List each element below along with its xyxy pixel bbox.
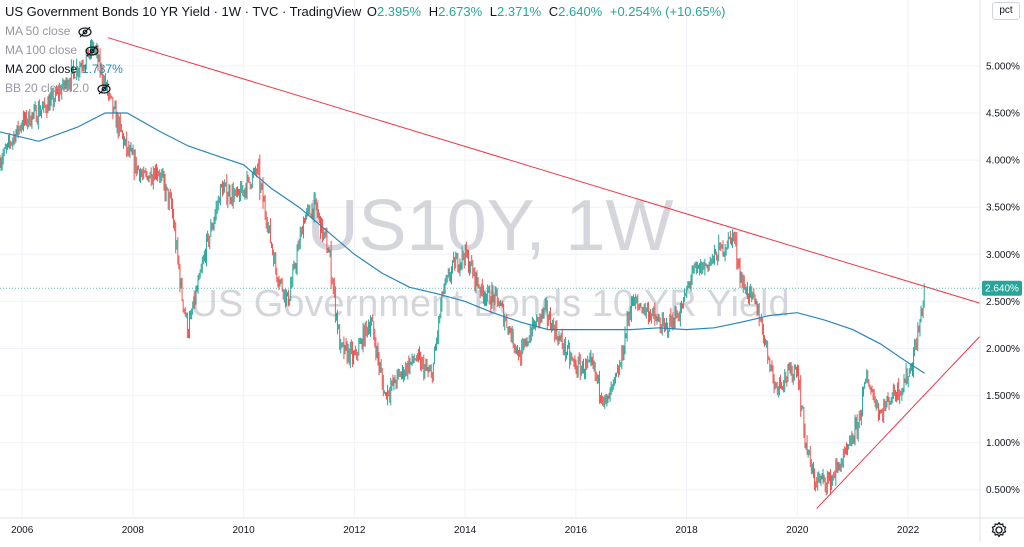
close-key: C xyxy=(548,4,559,19)
chart-legend: US Government Bonds 10 YR Yield · 1W · T… xyxy=(5,2,726,98)
indicator-label: BB 20 close 2.0 xyxy=(5,81,90,95)
time-scale[interactable]: 2006 2008 2010 2012 2014 2016 2018 2020 2022 xyxy=(11,525,920,536)
indicator-bb[interactable]: BB 20 close 2.0 xyxy=(5,79,726,98)
indicator-label: MA 100 close xyxy=(5,43,78,57)
high-key: H xyxy=(428,4,439,19)
eye-hidden-icon[interactable] xyxy=(97,83,111,95)
indicator-value: 1.737% xyxy=(82,62,123,76)
y-tick-label: 1.500% xyxy=(986,391,1020,402)
price-scale[interactable]: 0.500% 1.000% 1.500% 2.000% 2.500% 3.000% 3.50… xyxy=(986,61,1020,496)
x-tick-label: 2010 xyxy=(232,525,255,536)
x-tick-label: 2008 xyxy=(122,525,145,536)
symbol-legend[interactable]: US Government Bonds 10 YR Yield · 1W · T… xyxy=(5,2,726,22)
x-tick-label: 2016 xyxy=(565,525,588,536)
y-tick-label: 2.500% xyxy=(986,297,1020,308)
indicator-ma100[interactable]: MA 100 close xyxy=(5,41,726,60)
ma200-line xyxy=(0,112,925,374)
eye-hidden-icon[interactable] xyxy=(85,45,99,57)
x-tick-label: 2020 xyxy=(786,525,809,536)
y-tick-label: 1.000% xyxy=(986,438,1020,449)
y-tick-label: 2.000% xyxy=(986,344,1020,355)
y-tick-label: 5.000% xyxy=(986,61,1020,72)
low-value: 2.371% xyxy=(497,4,542,19)
watermark-symbol: US10Y, 1W xyxy=(307,186,674,266)
indicator-label: MA 50 close xyxy=(5,24,71,38)
y-tick-label: 4.500% xyxy=(986,109,1020,120)
y-tick-label: 4.000% xyxy=(986,156,1020,167)
y-tick-label: 0.500% xyxy=(986,485,1020,496)
close-value: 2.640% xyxy=(558,4,603,19)
x-tick-label: 2022 xyxy=(897,525,920,536)
open-value: 2.395% xyxy=(376,4,422,19)
symbol-title: US Government Bonds 10 YR Yield · 1W · T… xyxy=(5,4,362,19)
low-key: L xyxy=(489,4,498,19)
x-tick-label: 2014 xyxy=(454,525,477,536)
price-series xyxy=(0,38,925,496)
gear-icon[interactable] xyxy=(990,521,1008,539)
trendlines xyxy=(0,37,981,509)
x-tick-label: 2006 xyxy=(11,525,34,536)
x-tick-label: 2018 xyxy=(675,525,698,536)
eye-hidden-icon[interactable] xyxy=(78,26,92,38)
last-price-badge: 2.640% xyxy=(982,280,1022,296)
last-price-label: 2.640% xyxy=(985,284,1019,295)
change-value: +0.254% (+10.65%) xyxy=(609,4,726,19)
ma200-series-line xyxy=(0,112,925,374)
y-tick-label: 3.000% xyxy=(986,250,1020,261)
indicator-ma200[interactable]: MA 200 close 1.737% xyxy=(5,60,726,79)
y-tick-label: 3.500% xyxy=(986,203,1020,214)
indicator-label: MA 200 close xyxy=(5,62,78,76)
high-value: 2.673% xyxy=(438,4,483,19)
resistance-trendline[interactable] xyxy=(107,37,981,304)
scale-mode-button[interactable]: pct xyxy=(992,2,1020,20)
ohlc-values: O2.395% H2.673% L2.371% C2.640% +0.254% … xyxy=(367,4,726,19)
support-trendline[interactable] xyxy=(816,335,981,509)
indicator-ma50[interactable]: MA 50 close xyxy=(5,22,726,41)
open-key: O xyxy=(366,4,377,19)
x-tick-label: 2012 xyxy=(343,525,366,536)
